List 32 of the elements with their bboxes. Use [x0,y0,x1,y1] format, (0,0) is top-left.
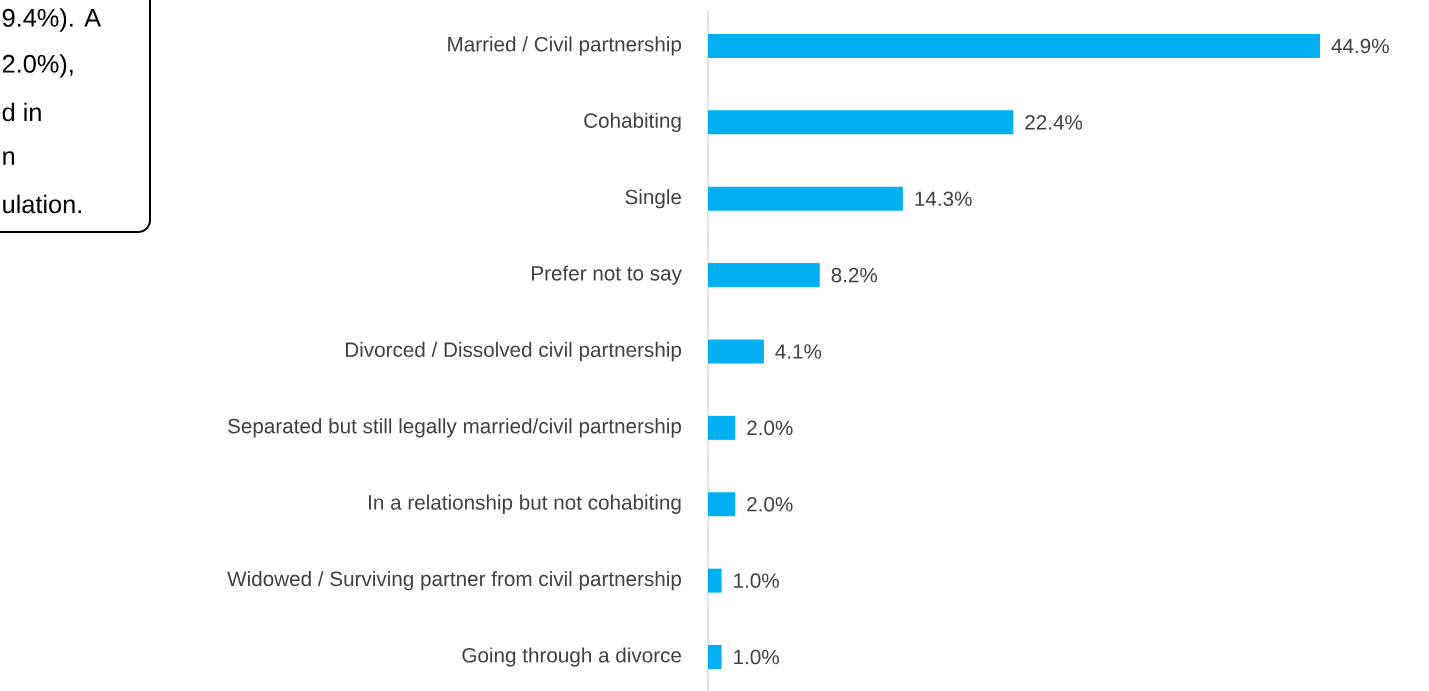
data-label: 8.2% [831,267,878,283]
bar [708,568,722,593]
y-tick-label: Separated but still legally married/civil partnership [228,418,681,438]
data-label: 2.0% [747,496,793,512]
y-tick-label: Divorced / Dissolved civil partnership [345,341,682,362]
text: 2.0%), [2,54,73,78]
y-tick-label: Married / Civil partnership [448,36,682,56]
bar [708,339,764,364]
y-tick-label: Widowed / Surviving partner from civil partnership [227,571,681,591]
y-tick-label: Cohabiting [584,112,681,132]
data-label: 22.4% [1025,115,1083,130]
bar [708,492,736,517]
bar [708,186,903,211]
bar [708,415,736,440]
y-tick-label: In a relationship but not cohabiting [369,494,681,514]
text: ulation. [3,194,81,214]
y-tick-label: Going through a divorce [462,647,681,667]
data-label: 44.9% [1331,38,1389,54]
data-label: 4.1% [775,344,822,359]
text: n [3,151,15,165]
data-label: 1.0% [734,573,779,588]
bar [708,33,1321,58]
text: d in [2,102,41,122]
data-label: 2.0% [747,420,793,436]
bar [708,645,722,669]
y-tick-label: Single [625,189,682,209]
data-label: 1.0% [734,649,779,665]
y-tick-label: Prefer not to say [532,265,682,285]
bar [708,263,820,288]
bar [708,110,1014,135]
text: 9.4%). A [2,8,102,32]
data-label: 14.3% [915,191,972,207]
